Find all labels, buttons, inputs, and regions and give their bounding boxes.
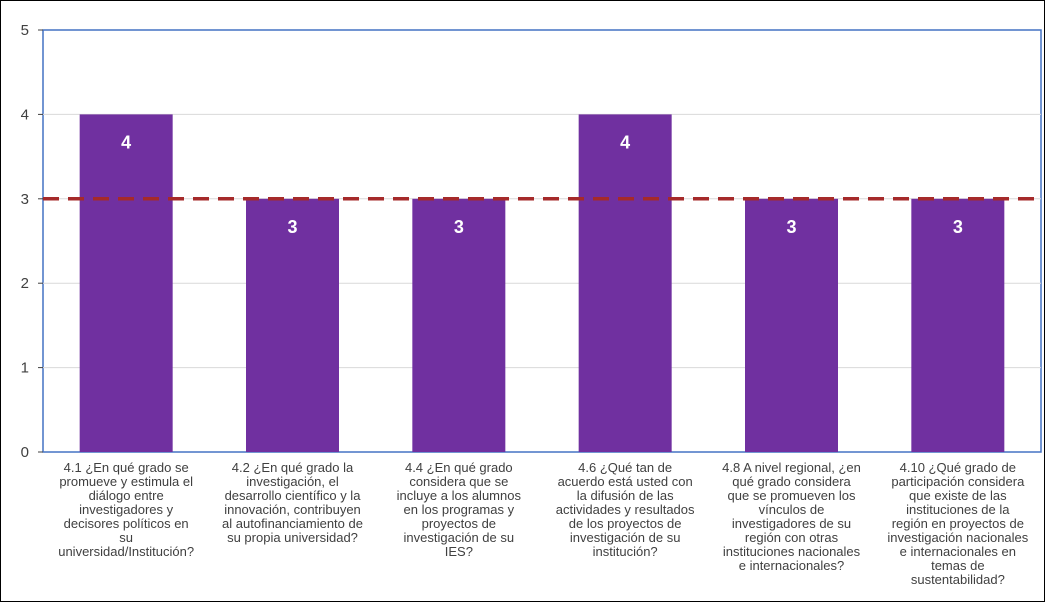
data-label: 3 <box>953 217 963 237</box>
data-label: 3 <box>454 217 464 237</box>
plot-area <box>42 29 1042 453</box>
x-tick-label: 4.6 ¿Qué tan de acuerdo está usted con l… <box>555 460 695 559</box>
y-tick-label: 5 <box>21 22 29 39</box>
x-tick-label: 4.10 ¿Qué grado de participación conside… <box>887 460 1029 587</box>
x-tick-label: 4.8 A nivel regional, ¿en qué grado cons… <box>722 460 861 573</box>
data-label: 4 <box>620 132 630 152</box>
y-tick-label: 0 <box>21 444 29 461</box>
bar <box>79 114 173 453</box>
data-label: 4 <box>121 132 131 152</box>
x-tick-label: 4.4 ¿En qué grado considera que se inclu… <box>396 460 521 559</box>
bar <box>578 114 672 453</box>
y-tick-label: 1 <box>21 360 29 377</box>
bar <box>745 198 838 452</box>
x-tick-label: 4.2 ¿En qué grado la investigación, el d… <box>222 460 363 545</box>
bar <box>412 198 506 452</box>
y-tick-label: 3 <box>21 191 29 208</box>
bar <box>246 198 339 452</box>
x-tick-label: 4.1 ¿En qué grado se promueve y estimula… <box>58 460 195 559</box>
data-label: 3 <box>287 217 297 237</box>
bar <box>911 198 1005 452</box>
data-label: 3 <box>786 217 796 237</box>
y-tick-label: 4 <box>21 106 29 123</box>
y-tick-label: 2 <box>21 275 29 292</box>
